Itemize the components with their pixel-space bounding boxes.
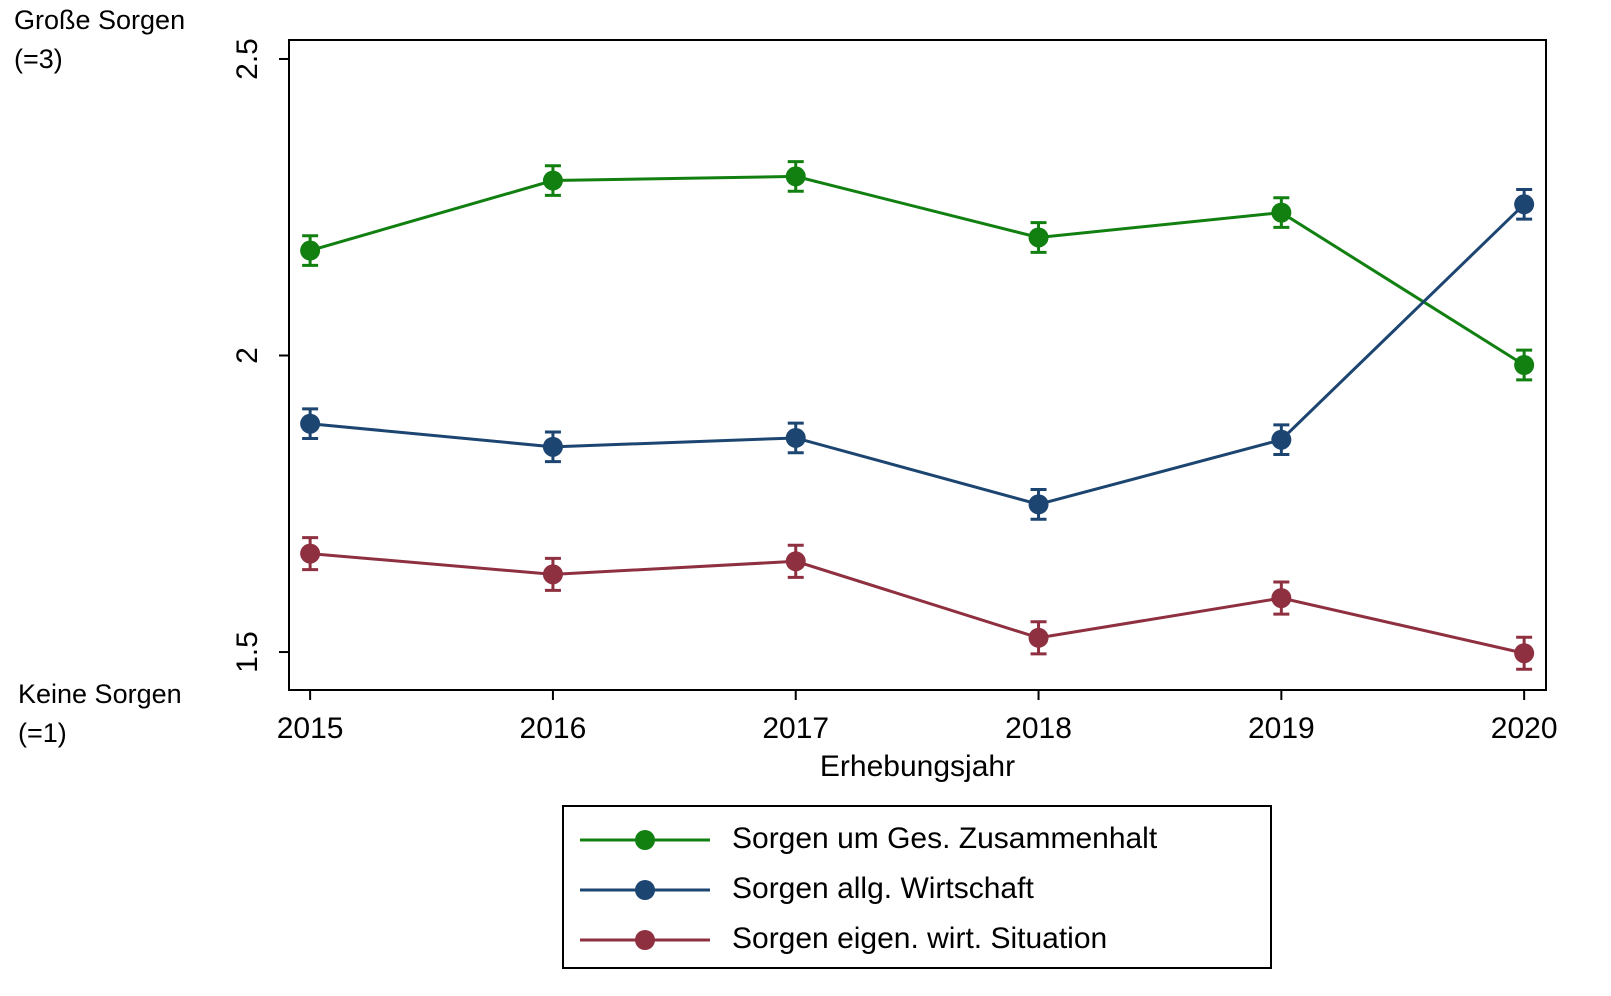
data-point xyxy=(300,240,321,261)
data-point xyxy=(1514,194,1535,215)
series-line xyxy=(309,552,1525,655)
data-point xyxy=(300,543,321,564)
data-point xyxy=(785,427,806,448)
legend-marker xyxy=(635,830,655,850)
data-point xyxy=(1271,202,1292,223)
data-point xyxy=(1514,355,1535,375)
y-tick-label: 1.5 xyxy=(231,631,264,673)
data-point xyxy=(1028,227,1049,248)
series-line xyxy=(309,203,1526,506)
data-point xyxy=(785,551,806,572)
legend-label: Sorgen allg. Wirtschaft xyxy=(732,872,1034,905)
x-tick-label: 2018 xyxy=(1005,712,1072,745)
data-point xyxy=(785,166,806,187)
y-tick-label: 2 xyxy=(231,347,264,364)
annotation: (=1) xyxy=(18,718,67,748)
data-point xyxy=(1271,588,1292,609)
x-tick-label: 2015 xyxy=(277,712,344,745)
data-point xyxy=(1271,429,1292,450)
y-tick-label: 2.5 xyxy=(231,38,264,80)
annotation: Große Sorgen xyxy=(14,5,185,35)
data-point xyxy=(300,413,321,434)
legend-marker xyxy=(635,880,655,900)
series-line xyxy=(309,174,1525,367)
data-point xyxy=(542,170,563,191)
annotation: (=3) xyxy=(14,44,63,74)
data-point xyxy=(1028,494,1049,515)
plot-frame xyxy=(288,39,1547,691)
legend-label: Sorgen um Ges. Zusammenhalt xyxy=(732,822,1158,855)
legend-label: Sorgen eigen. wirt. Situation xyxy=(732,922,1107,955)
x-tick-label: 2019 xyxy=(1248,712,1315,745)
x-tick-label: 2016 xyxy=(520,712,587,745)
data-point xyxy=(1028,627,1049,648)
x-axis-title: Erhebungsjahr xyxy=(820,750,1015,783)
data-point xyxy=(542,436,563,457)
data-point xyxy=(1514,643,1535,664)
x-tick-label: 2020 xyxy=(1491,712,1558,745)
legend-marker xyxy=(635,930,655,950)
data-point xyxy=(542,564,563,585)
x-tick-label: 2017 xyxy=(762,712,829,745)
annotation: Keine Sorgen xyxy=(18,679,182,709)
